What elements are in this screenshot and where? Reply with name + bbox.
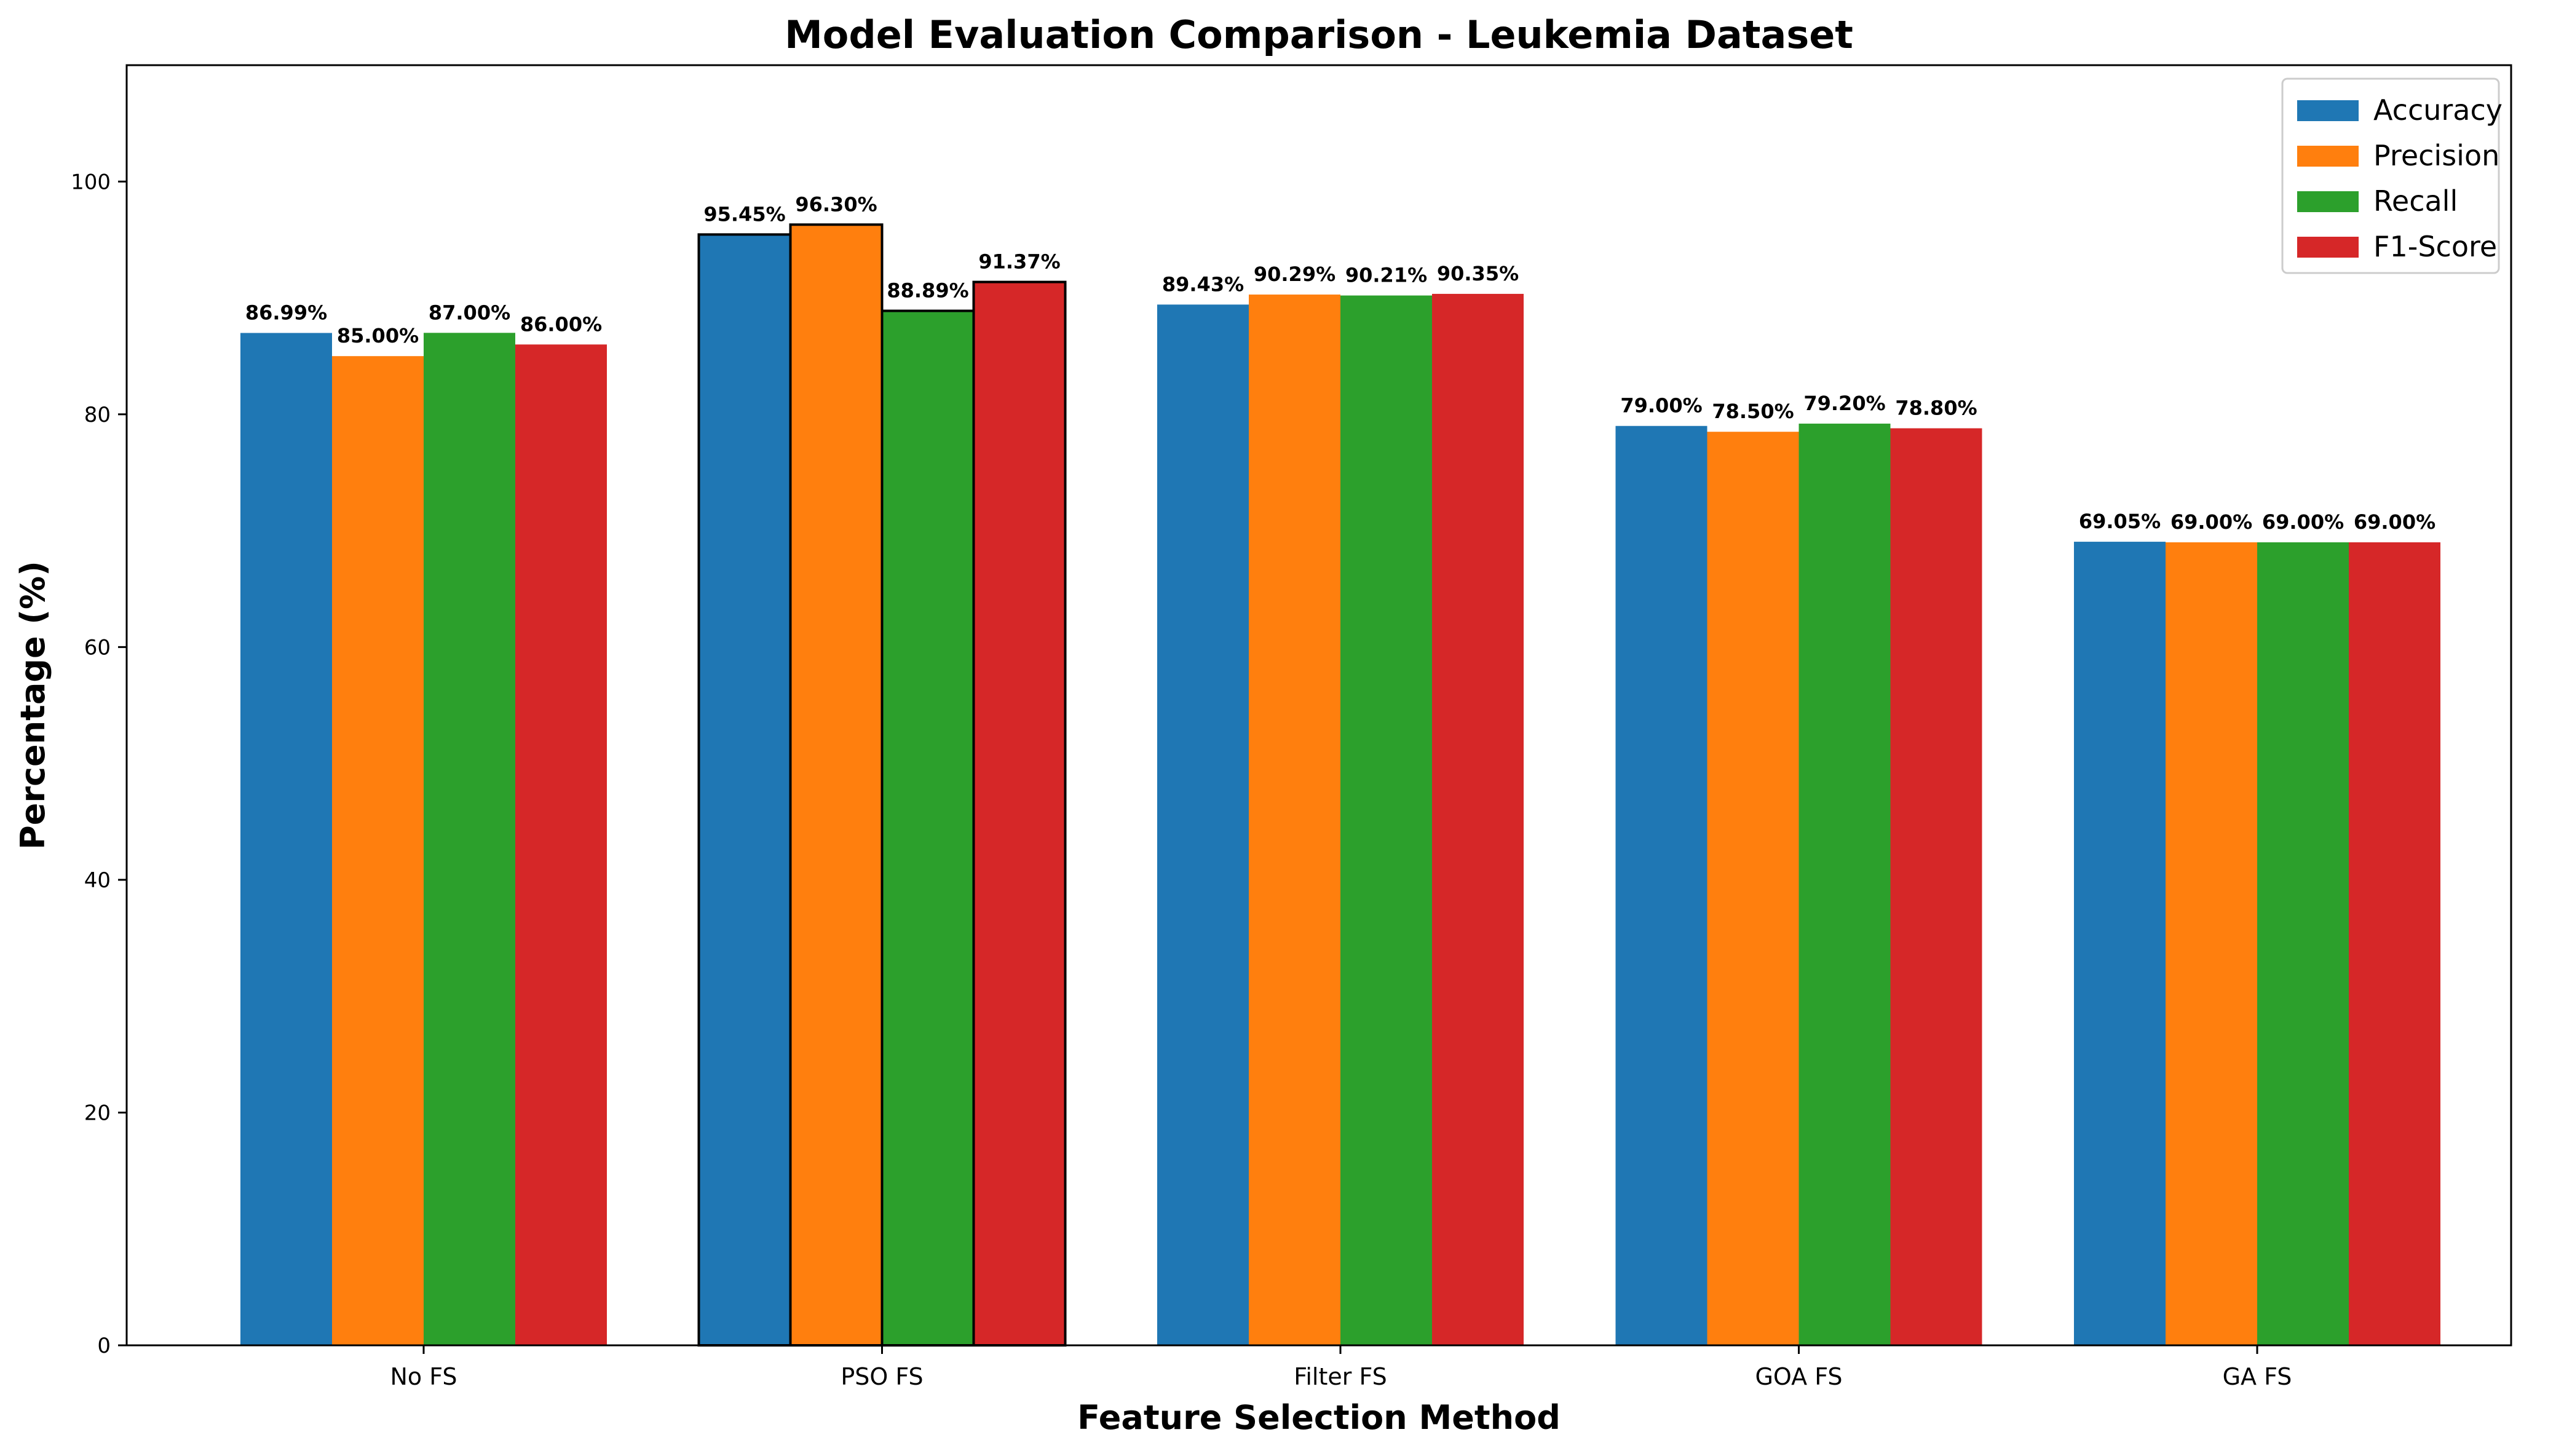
legend-box: [2281, 77, 2500, 274]
legend-swatch: [2297, 191, 2359, 212]
y-tick-label: 60: [84, 635, 111, 660]
x-tick-label: No FS: [390, 1363, 457, 1390]
x-tick-label: GOA FS: [1755, 1363, 1842, 1390]
data-label: 87.00%: [429, 301, 510, 324]
data-label: 96.30%: [795, 192, 877, 216]
data-label: 90.29%: [1254, 263, 1335, 286]
y-tick-label: 20: [84, 1101, 111, 1125]
data-label: 86.99%: [245, 301, 327, 325]
data-label: 78.50%: [1712, 400, 1794, 423]
legend-entry[interactable]: F1-Score: [2373, 230, 2497, 263]
bar-accuracy-ga-fs[interactable]: [2074, 542, 2166, 1346]
data-label: 69.05%: [2079, 510, 2161, 533]
x-tick-label: GA FS: [2223, 1363, 2292, 1390]
data-label: 79.00%: [1620, 394, 1702, 417]
data-label: 78.80%: [1895, 397, 1977, 420]
bar-f1-score-pso-fs[interactable]: [972, 280, 1067, 1347]
bar-precision-ga-fs[interactable]: [2166, 542, 2257, 1345]
legend-swatch: [2297, 146, 2359, 167]
bar-recall-filter-fs[interactable]: [1340, 295, 1432, 1345]
bar-recall-pso-fs[interactable]: [880, 309, 975, 1347]
bar-recall-no-fs[interactable]: [424, 333, 515, 1345]
legend-entry[interactable]: Accuracy: [2373, 93, 2503, 127]
bar-f1-score-no-fs[interactable]: [515, 344, 607, 1345]
bar-precision-pso-fs[interactable]: [789, 223, 884, 1347]
data-label: 79.20%: [1803, 392, 1885, 415]
y-tick-label: 80: [84, 403, 111, 427]
data-label: 88.89%: [887, 279, 968, 303]
legend-entry[interactable]: Precision: [2373, 139, 2499, 172]
data-label: 90.21%: [1345, 264, 1427, 287]
data-label: 69.00%: [2354, 510, 2435, 534]
data-label: 86.00%: [520, 312, 602, 336]
legend[interactable]: Accuracy Precision Recall F1-Score: [2281, 77, 2503, 274]
bar-accuracy-no-fs[interactable]: [240, 333, 332, 1345]
data-labels-layer: 86.99% 85.00% 87.00% 86.00% 95.45% 96.30% 88.8…: [245, 192, 2435, 534]
bar-recall-ga-fs[interactable]: [2257, 542, 2349, 1345]
bar-f1-score-goa-fs[interactable]: [1890, 428, 1982, 1345]
bar-precision-goa-fs[interactable]: [1707, 432, 1799, 1345]
plot-frame: [125, 64, 2512, 1347]
y-tick-label: 0: [97, 1334, 111, 1358]
data-label: 95.45%: [703, 202, 785, 226]
chart-title: Model Evaluation Comparison - Leukemia D…: [785, 12, 1853, 57]
x-tick-label: PSO FS: [841, 1363, 923, 1390]
data-label: 90.35%: [1437, 262, 1519, 285]
data-label: 69.00%: [2170, 510, 2252, 534]
bar-f1-score-ga-fs[interactable]: [2349, 542, 2440, 1345]
x-tick-label: Filter FS: [1294, 1363, 1387, 1390]
bar-recall-goa-fs[interactable]: [1798, 423, 1891, 1346]
bar-accuracy-pso-fs[interactable]: [697, 233, 792, 1347]
x-axis-label: Feature Selection Method: [1077, 1398, 1561, 1437]
bar-accuracy-goa-fs[interactable]: [1615, 425, 1707, 1345]
legend-swatch: [2297, 100, 2359, 121]
bar-accuracy-filter-fs[interactable]: [1157, 304, 1249, 1346]
axes-layer: 0 20 40 60 80 100 No FS PSO FS Filter FS GOA FS GA…: [71, 64, 2512, 1390]
y-axis-label: Percentage (%): [14, 561, 52, 850]
bar-precision-no-fs[interactable]: [332, 356, 424, 1345]
bar-precision-filter-fs[interactable]: [1249, 295, 1340, 1346]
data-label: 85.00%: [337, 324, 419, 347]
bar-f1-score-filter-fs[interactable]: [1432, 293, 1524, 1345]
legend-entry[interactable]: Recall: [2373, 184, 2458, 218]
legend-swatch: [2297, 237, 2359, 258]
data-label: 69.00%: [2262, 510, 2344, 534]
y-tick-label: 40: [84, 868, 111, 893]
y-tick-label: 100: [71, 170, 111, 194]
bars-layer: [240, 223, 2440, 1347]
data-label: 91.37%: [978, 250, 1060, 274]
data-label: 89.43%: [1162, 272, 1244, 296]
